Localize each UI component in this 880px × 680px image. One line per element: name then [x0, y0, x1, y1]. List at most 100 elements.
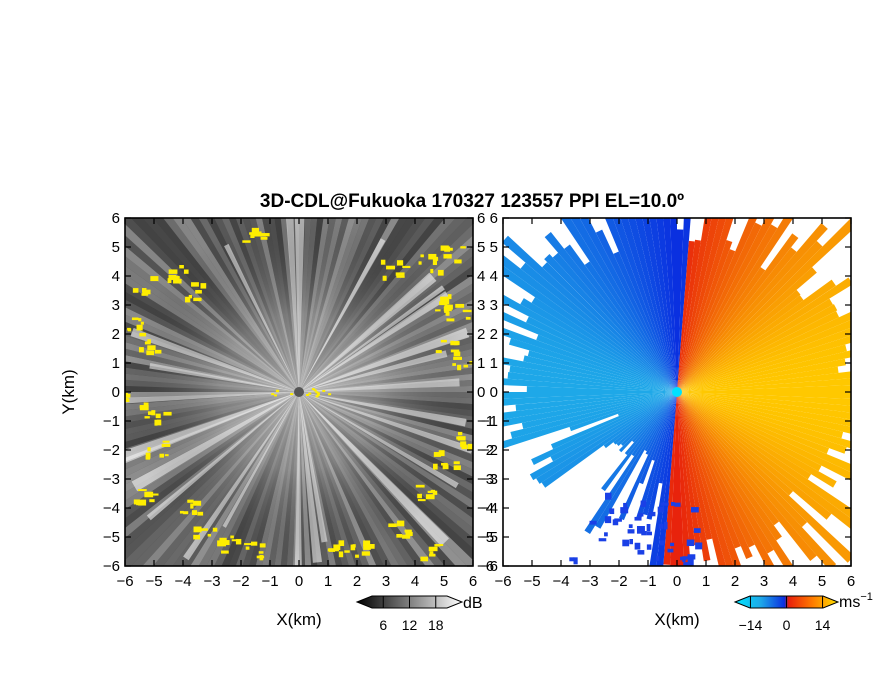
velocity-fragment — [604, 532, 608, 537]
velocity-wedge — [624, 392, 677, 456]
y-tick-label: 1 — [112, 355, 120, 372]
y-tick-label: 3 — [112, 297, 120, 314]
velocity-wedge — [677, 392, 851, 563]
velocity-wedge — [613, 251, 677, 392]
snr-center-highlight — [316, 393, 320, 396]
snr-highlight-patch — [154, 349, 162, 354]
velocity-fragment — [605, 492, 612, 500]
snr-highlight-patch — [433, 256, 439, 261]
x-tick-label: 1 — [702, 573, 710, 590]
snr-highlight-patch — [156, 419, 162, 426]
velocity-wedge — [503, 378, 677, 392]
velocity-wedge — [677, 218, 775, 392]
snr-highlights — [125, 227, 473, 562]
snr-highlight-patch — [159, 453, 164, 458]
snr-highlight-patch — [453, 465, 461, 471]
y-tick-label: 0 — [112, 384, 120, 401]
y-tick-label: 2 — [490, 326, 498, 343]
velocity-wedge — [677, 310, 840, 392]
velocity-wedge — [677, 277, 851, 392]
x-tick-label: 6 — [847, 573, 855, 590]
snr-highlight-patch — [195, 298, 202, 301]
velocity-wedge — [584, 261, 677, 392]
snr-highlight-patch — [361, 551, 370, 556]
velocity-wedge — [677, 392, 830, 455]
snr-center-highlight — [271, 393, 275, 396]
snr-highlight-patch — [145, 455, 150, 460]
velocity-wedge — [677, 392, 727, 566]
snr-highlight-patch — [444, 304, 453, 310]
velocity-wedge — [677, 218, 758, 392]
x-tick-label: −2 — [610, 573, 627, 590]
velocity-wedge — [677, 392, 851, 473]
snr-highlight-patch — [139, 405, 149, 411]
snr-highlight-patch — [380, 259, 386, 265]
snr-highlight-patch — [193, 526, 202, 533]
velocity-fragment — [628, 524, 633, 529]
colorbar-tick-label: 12 — [402, 617, 418, 633]
snr-highlight-patch — [179, 265, 184, 269]
snr-xlabel: X(km) — [276, 610, 321, 629]
velocity-wedge — [642, 218, 677, 392]
snr-highlight-patch — [173, 275, 180, 281]
y-tick-label-right: −4 — [477, 500, 494, 517]
velocity-colorbar-ticks: −14 0 14 — [739, 596, 831, 633]
velocity-wedge — [677, 392, 832, 520]
velocity-axis-ticks: −6 6 −5 5 −4 4 −3 3 −2 2 −1 1 0 0 1 −1 2 −2 3 −3 4 −4 5 −5 6 −6 — [481, 210, 855, 590]
y-tick-label: −1 — [481, 413, 498, 430]
velocity-wedge — [677, 267, 766, 392]
velocity-fragment — [634, 542, 641, 550]
x-tick-label: 2 — [353, 573, 361, 590]
snr-highlight-patch — [434, 544, 441, 547]
snr-highlight-patch — [201, 528, 208, 531]
velocity-wedge — [670, 392, 677, 566]
snr-highlight-patch — [221, 550, 229, 554]
velocity-fragment — [687, 554, 696, 560]
velocity-wedge — [670, 218, 677, 392]
velocity-wedge — [536, 334, 677, 392]
x-tick-label: 6 — [469, 573, 477, 590]
snr-highlight-patch — [231, 539, 241, 542]
snr-highlight-patch — [440, 296, 449, 302]
snr-highlight-patch — [328, 548, 336, 552]
velocity-wedge — [618, 392, 677, 521]
velocity-fragment — [637, 550, 645, 555]
snr-highlight-patch — [131, 317, 139, 321]
velocity-fragment — [649, 511, 656, 517]
y-tick-label: −3 — [481, 471, 498, 488]
snr-highlight-patch — [450, 340, 455, 345]
snr-colorbar-ticks: 6 12 18 — [379, 596, 444, 633]
velocity-wedge — [677, 392, 734, 566]
snr-highlight-patch — [149, 499, 155, 503]
velocity-wedge — [677, 240, 823, 392]
snr-highlight-patch — [433, 463, 438, 470]
snr-center-highlight — [274, 394, 278, 397]
snr-highlight-patch — [197, 511, 204, 516]
velocity-fragment — [695, 542, 703, 550]
snr-highlight-patch — [167, 278, 172, 284]
snr-highlight-patch — [405, 531, 413, 537]
velocity-fragment — [573, 557, 578, 565]
velocity-wedge — [677, 298, 833, 392]
velocity-wedge — [515, 392, 677, 412]
velocity-wedge — [677, 240, 695, 392]
velocity-wedge — [677, 385, 851, 392]
snr-highlight-patch — [420, 254, 424, 258]
velocity-wedge — [677, 392, 851, 406]
velocity-wedge — [520, 298, 677, 392]
snr-highlight-patch — [363, 540, 371, 547]
velocity-fragment — [683, 562, 689, 566]
velocity-fragment — [609, 508, 615, 515]
velocity-fragment — [683, 591, 688, 596]
velocity-wedge — [677, 392, 702, 546]
snr-highlight-patch — [430, 268, 434, 274]
snr-highlight-patch — [132, 288, 139, 293]
snr-highlight-patch — [445, 311, 450, 316]
velocity-fragment — [658, 523, 664, 529]
snr-center-highlight — [328, 393, 332, 396]
snr-highlight-patch — [245, 546, 250, 550]
velocity-wedge — [649, 392, 677, 566]
velocity-fragment — [657, 506, 665, 513]
velocity-fragment — [599, 575, 605, 578]
x-tick-label: −2 — [232, 573, 249, 590]
